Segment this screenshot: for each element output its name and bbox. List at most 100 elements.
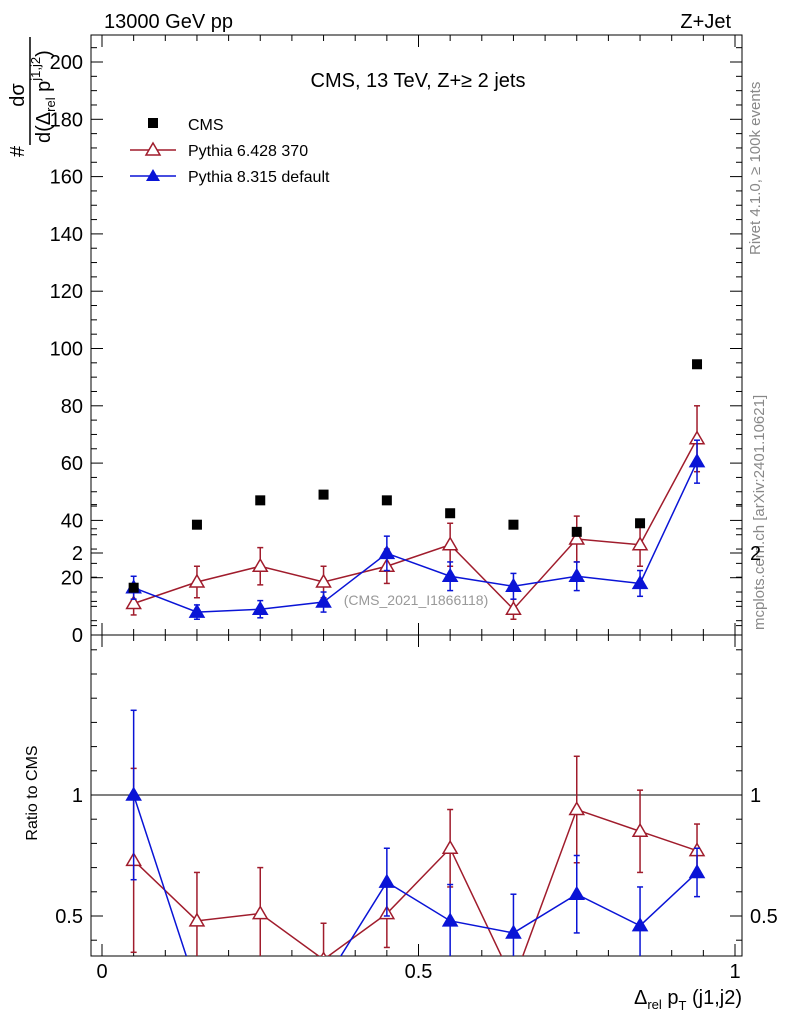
x-label-rel: rel [647,997,662,1012]
x-label-delta: Δ [634,987,647,1009]
pythia6-point [505,600,522,615]
pythia8-point [631,574,649,590]
ratio-pythia8-point [190,982,204,994]
main-panel: 0 20 40 60 80 100 120 140 160 180 200 CMS, 13 TeV,… [7,34,743,647]
pythia8-point [188,603,206,618]
ratio-pythia8-point [125,786,142,801]
legend-label-pythia6: Pythia 6.428 370 [188,143,308,160]
pythia8-point [251,600,269,615]
y-tick-label: 20 [61,568,83,590]
pythia8-point [315,593,332,608]
ratio-plot-marks [91,709,742,998]
cms-data-point [445,508,456,519]
pythia6-point [568,530,586,545]
x-tick-label: 0.5 [405,961,433,983]
y-tick-label: 140 [50,224,83,246]
pythia8-point [441,567,459,583]
pythia8-point [688,453,706,468]
ratio-pythia8-point [505,924,522,939]
pythia6-point [315,573,332,588]
main-y-axis-label: # dσ d(Δrel pj1,j2) [7,37,58,157]
ratio-pythia8-point [688,863,706,879]
y-label-den-close: ) [33,50,55,57]
ratio-y-tick-label: 1 [72,785,83,807]
pythia8-point [378,544,396,560]
ratio-pythia8-line [132,794,698,956]
x-axis-label: Δrel pT (j1,j2) [634,987,742,1013]
legend-marker-cms [148,118,158,128]
main-plot-marks [125,359,706,620]
pythia6-point [441,536,459,551]
cms-data-point [508,519,519,530]
y-label-denominator: d(Δrel pj1,j2) [28,50,58,143]
legend-label-cms: CMS [188,117,224,134]
cms-data-point [318,489,329,500]
y-label-numerator: dσ [7,83,29,107]
x-label-rest: (j1,j2) [686,987,742,1009]
ratio-pythia8-point [317,977,331,989]
ratio-y-axis: 0.5 0.5 1 1 2 2 [55,504,778,941]
legend-label-pythia8: Pythia 8.315 default [188,169,330,186]
ratio-pythia6-point [631,822,649,838]
pythia6-line [133,438,698,611]
ratio-y-tick-label-right: 1 [750,785,761,807]
rivet-label: Rivet 4.1.0, ≥ 100k events [747,82,764,255]
ratio-y-tick-label-right: 0.5 [750,906,778,928]
header-right: Z+Jet [680,11,731,33]
x-label-T: T [678,998,686,1013]
main-chart-title: CMS, 13 TeV, Z+≥ 2 jets [311,70,526,92]
cms-data-point [191,519,202,530]
ratio-pythia8-point [631,917,649,932]
header-left: 13000 GeV pp [104,11,233,33]
pythia8-line [133,461,698,613]
y-label-den-p: p [33,81,55,98]
main-x-axis [101,35,736,635]
y-tick-label: 80 [61,396,83,418]
ratio-pythia6-point [568,801,586,816]
y-tick-label: 0 [72,625,83,647]
y-label-den-sup: j1,j2 [28,57,43,82]
ratio-y-tick-label: 2 [72,543,83,565]
ratio-y-tick-label-right: 2 [750,543,761,565]
legend: CMS Pythia 6.428 370 Pythia 8.315 defaul… [130,117,330,186]
ratio-x-axis: 0 0.5 1 [96,635,741,983]
y-tick-label: 160 [50,167,83,189]
ratio-pythia6-point [320,951,327,956]
ratio-series-group [125,709,706,998]
y-tick-label: 120 [50,281,83,303]
pythia6-point [125,594,142,610]
y-label-den-open: d(Δ [33,112,55,143]
ratio-pythia8-point [378,873,396,888]
ratio-pythia6-point [506,974,520,986]
cms-data-point [381,495,392,506]
pythia6-point [188,573,206,588]
cms-data-point [692,359,703,370]
legend-marker-pythia8 [146,169,160,181]
ratio-pythia8-point [253,986,267,998]
ratio-y-axis-label: Ratio to CMS [24,745,41,840]
y-tick-label: 40 [61,510,83,532]
pythia8-point [505,577,522,593]
mcplots-label: mcplots.cern.ch [arXiv:2401.10621] [751,395,768,630]
y-label-hash: # [7,145,29,157]
ratio-panel: 0.5 0.51 12 2 0 0.5 1 Ratio to CMS Δrel pT (j… [24,504,778,1013]
pythia6-point [251,557,269,572]
x-tick-label: 0 [96,961,107,983]
pythia8-point [568,567,586,583]
pythia6-point [631,536,649,551]
ratio-pythia6-point [251,905,269,920]
ratio-pythia6-point [441,839,459,854]
y-label-den-rel: rel [43,97,58,112]
cms-data-point [571,526,582,537]
y-tick-label: 100 [50,339,83,361]
cms-data-point [128,582,139,593]
y-tick-label: 200 [50,52,83,74]
x-tick-label: 1 [729,961,740,983]
ratio-pythia6-point [188,912,206,927]
ratio-y-tick-label: 0.5 [55,906,83,928]
cms-data-point [255,495,266,506]
analysis-watermark: (CMS_2021_I1866118) [344,592,489,608]
ratio-pythia8-point [441,912,459,927]
main-y-axis: 0 20 40 60 80 100 120 140 160 180 200 [50,47,742,647]
